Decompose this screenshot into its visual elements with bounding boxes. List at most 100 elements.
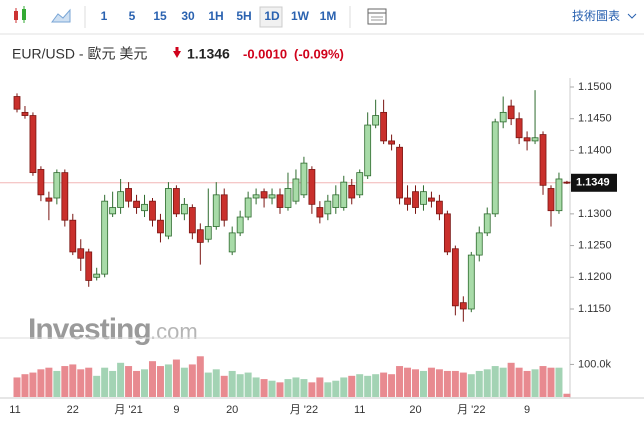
volume-bar bbox=[220, 375, 228, 397]
volume-bar bbox=[412, 369, 419, 397]
candle-body bbox=[13, 96, 21, 110]
volume-bar bbox=[133, 370, 141, 397]
candle-body bbox=[356, 172, 364, 196]
symbol: EUR/USD - 歐元 美元 bbox=[12, 46, 147, 62]
interval-button[interactable]: 1D bbox=[264, 9, 280, 23]
candle-body bbox=[204, 226, 212, 240]
volume-bar bbox=[156, 366, 164, 397]
candle-body bbox=[364, 124, 372, 177]
y-tick-label: 1.1250 bbox=[578, 239, 612, 251]
interval-button[interactable]: 1 bbox=[101, 9, 108, 23]
candle-body bbox=[340, 181, 348, 208]
volume-bar bbox=[467, 374, 475, 397]
candle-icon[interactable] bbox=[14, 6, 26, 23]
volume-bar bbox=[491, 366, 499, 397]
x-tick-label: 月 '22 bbox=[290, 404, 318, 416]
x-tick-label: 9 bbox=[524, 404, 530, 416]
candle-body bbox=[451, 248, 459, 307]
y-tick-label: 1.1450 bbox=[578, 113, 612, 125]
interval-button[interactable]: 1W bbox=[291, 9, 310, 23]
candle-body bbox=[563, 181, 571, 184]
candle-body bbox=[236, 216, 244, 234]
volume-bar bbox=[69, 364, 77, 397]
interval-button[interactable]: 1M bbox=[320, 9, 337, 23]
volume-bar bbox=[459, 372, 467, 397]
candle-body bbox=[499, 111, 507, 123]
candle-body bbox=[165, 188, 172, 237]
candle-body bbox=[141, 203, 148, 212]
volume-bar bbox=[340, 377, 348, 397]
interval-button[interactable]: 5H bbox=[236, 9, 251, 23]
candle-body bbox=[332, 194, 340, 208]
interval-button[interactable]: 30 bbox=[181, 9, 195, 23]
candle-body bbox=[300, 162, 308, 196]
x-tick-label: 22 bbox=[67, 404, 79, 416]
volume-bar bbox=[228, 370, 236, 397]
candle-body bbox=[29, 115, 37, 174]
volume-bar bbox=[531, 369, 539, 397]
candle-body bbox=[117, 191, 125, 208]
candle-body bbox=[69, 219, 77, 253]
volume-bar bbox=[93, 375, 101, 397]
candle-body bbox=[428, 197, 435, 202]
candle-body bbox=[372, 115, 380, 126]
x-tick-label: 9 bbox=[173, 404, 179, 416]
candle-body bbox=[475, 232, 483, 256]
candle-body bbox=[515, 118, 523, 139]
volume-bar bbox=[77, 369, 85, 397]
volume-bar bbox=[204, 372, 212, 397]
volume-bar bbox=[427, 367, 435, 397]
volume-bar bbox=[300, 379, 308, 397]
tech-chart-link[interactable]: 技術圖表 bbox=[572, 9, 620, 23]
interval-button[interactable]: 15 bbox=[153, 9, 167, 23]
x-tick-label: 月 '21 bbox=[114, 404, 142, 416]
volume-bar bbox=[308, 382, 316, 397]
candle-body bbox=[316, 207, 324, 218]
candle-body bbox=[125, 188, 132, 202]
candle-body bbox=[388, 140, 395, 145]
volume-bar bbox=[372, 374, 380, 397]
y-tick-label: 1.1400 bbox=[578, 144, 612, 156]
candle-body bbox=[396, 146, 403, 199]
watermark: .com bbox=[150, 319, 198, 344]
volume-bar bbox=[404, 367, 412, 397]
volume-bar bbox=[85, 367, 93, 397]
volume-bar bbox=[61, 366, 69, 397]
volume-bar bbox=[380, 372, 388, 397]
volume-bar bbox=[268, 380, 276, 397]
x-tick-label: 20 bbox=[226, 404, 238, 416]
candle-body bbox=[260, 191, 268, 199]
volume-bar bbox=[164, 364, 172, 397]
volume-bar bbox=[172, 359, 180, 397]
dropdown-icon[interactable] bbox=[627, 13, 637, 19]
candle-body bbox=[21, 111, 29, 116]
candle-body bbox=[276, 194, 284, 208]
volume-bar bbox=[236, 374, 244, 397]
candle-body bbox=[244, 197, 252, 218]
candle-body bbox=[547, 188, 555, 212]
candle-body bbox=[149, 200, 156, 221]
candle-body bbox=[292, 178, 300, 202]
volume-bar bbox=[435, 369, 443, 397]
last-price-label: 1.1349 bbox=[576, 177, 610, 189]
candle-body bbox=[188, 207, 196, 234]
area-icon[interactable] bbox=[51, 8, 71, 23]
candle-body bbox=[45, 197, 53, 202]
volume-bar bbox=[37, 369, 45, 397]
settings-icon[interactable] bbox=[367, 8, 387, 25]
interval-button[interactable]: 5 bbox=[129, 9, 136, 23]
volume-bar bbox=[117, 362, 125, 397]
volume-bar bbox=[523, 370, 531, 397]
volume-bar bbox=[316, 377, 324, 397]
volume-bar bbox=[260, 379, 268, 397]
volume-bar bbox=[332, 380, 340, 397]
volume-bar bbox=[292, 377, 300, 397]
y-tick-label: 1.1200 bbox=[578, 271, 612, 283]
candle-body bbox=[348, 184, 356, 199]
candle-body bbox=[507, 105, 515, 120]
candle-body bbox=[467, 254, 475, 310]
volume-bar bbox=[148, 361, 156, 397]
volume-bar bbox=[141, 369, 149, 397]
interval-button[interactable]: 1H bbox=[208, 9, 223, 23]
